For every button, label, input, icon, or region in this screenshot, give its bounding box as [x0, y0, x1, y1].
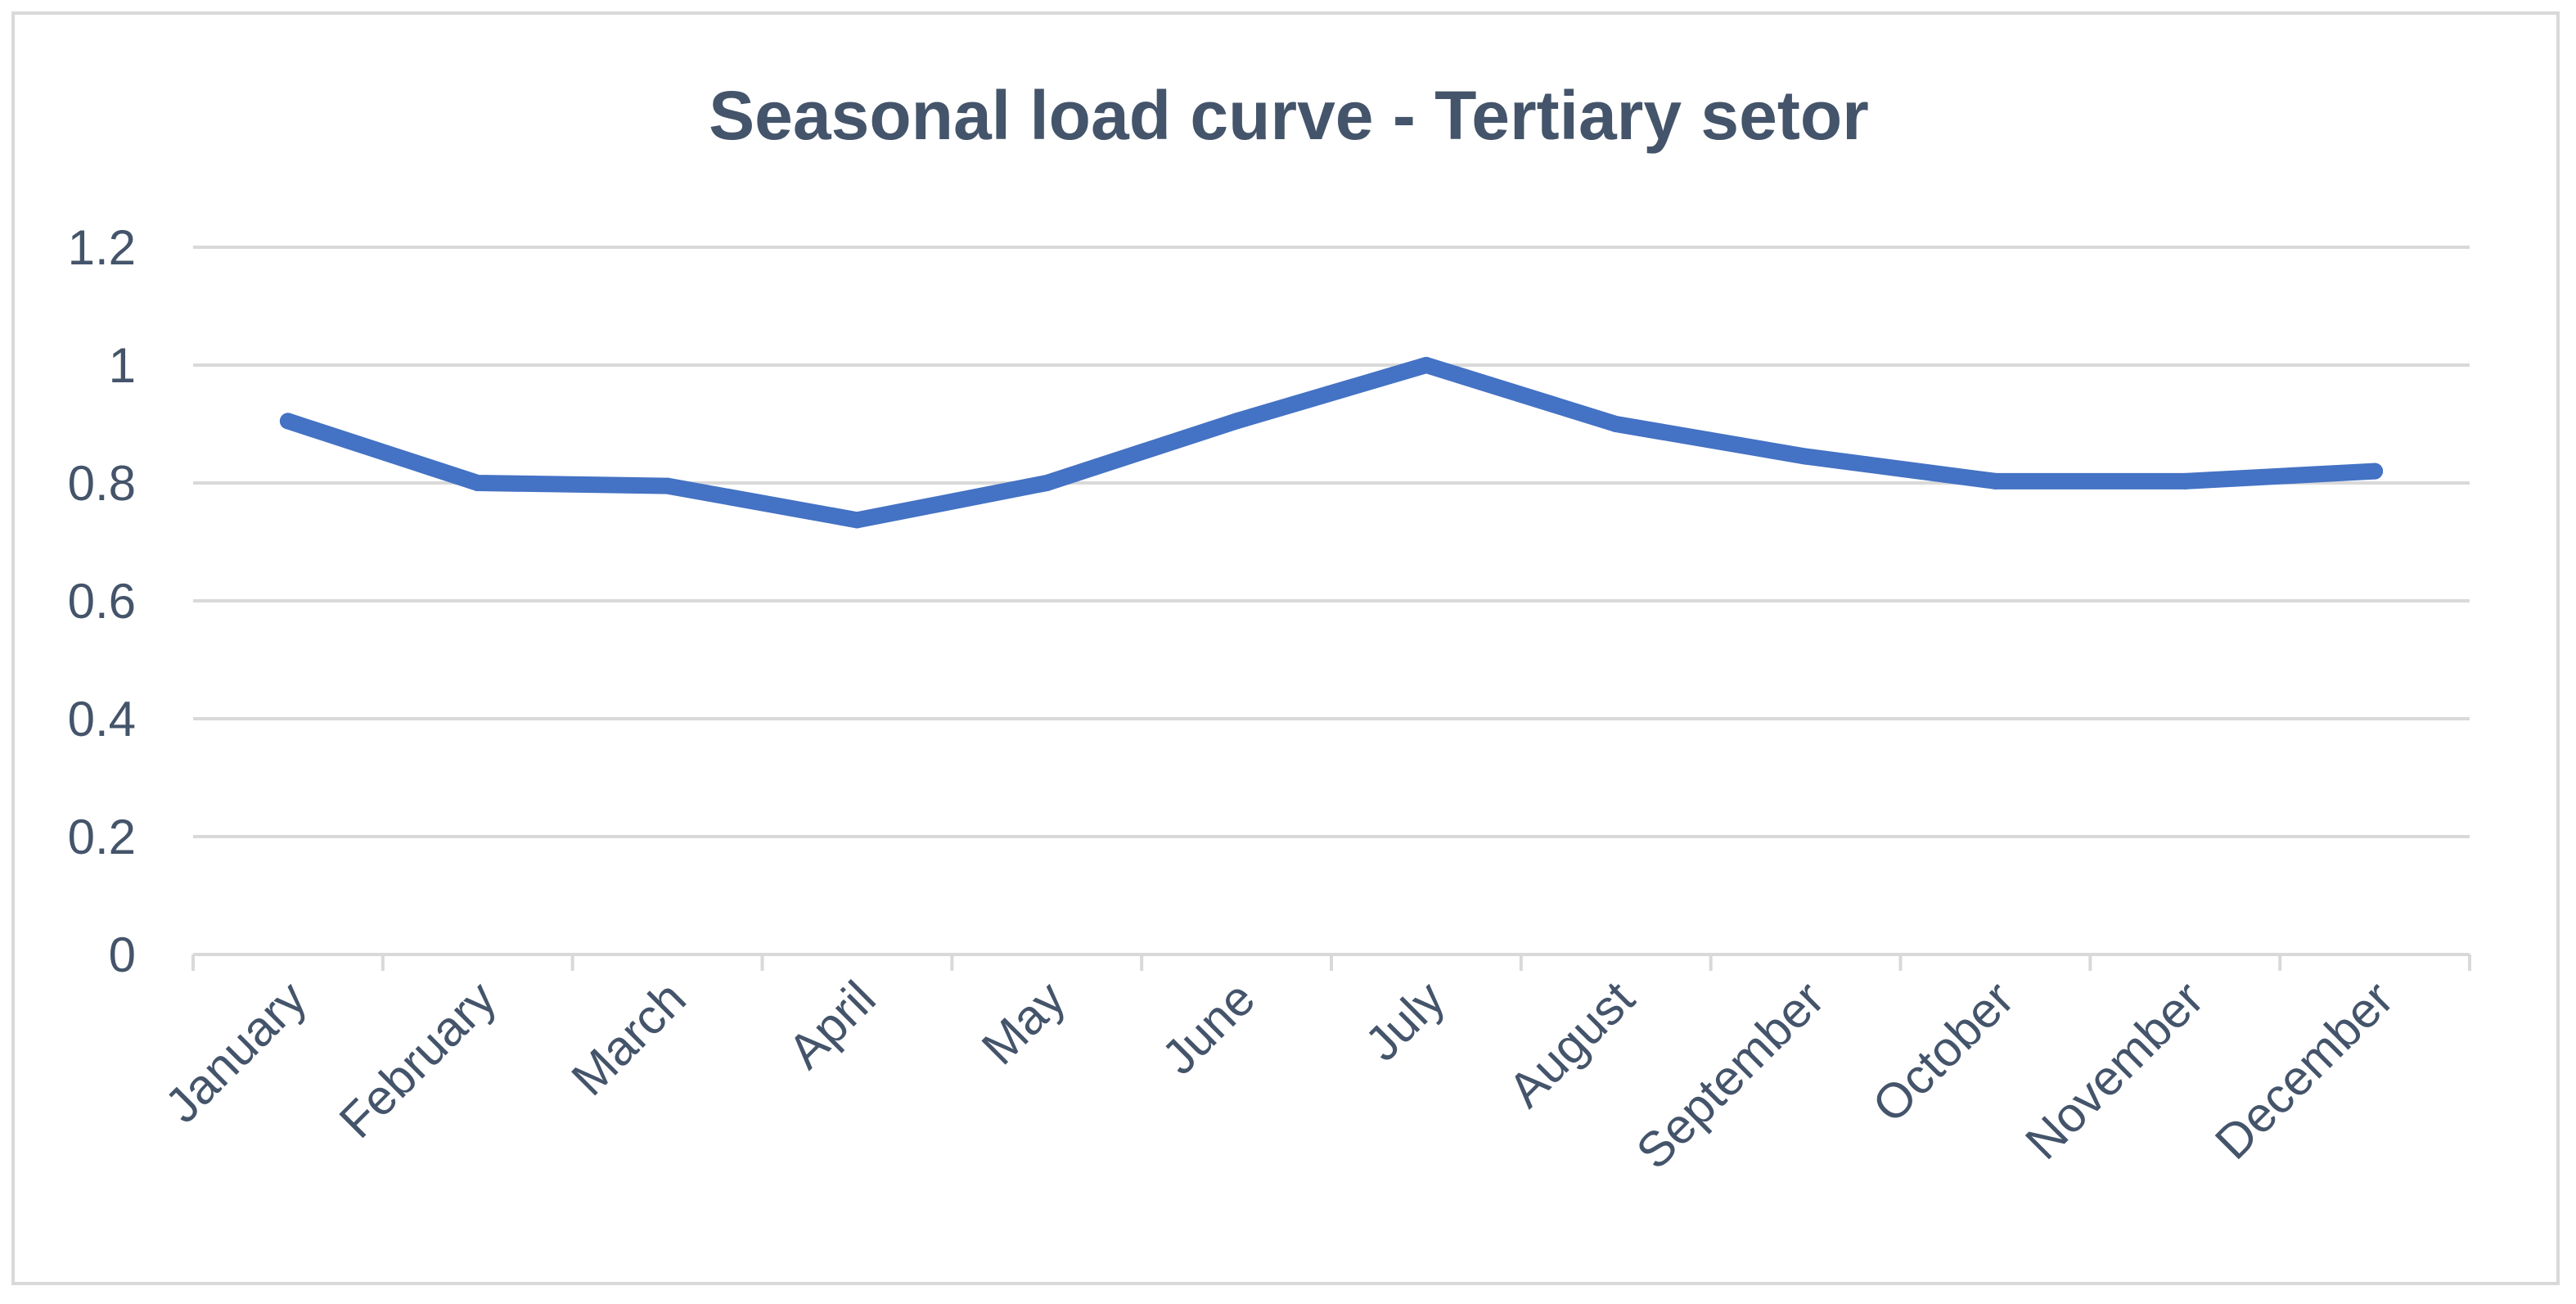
y-tick-label: 0.8 [68, 456, 136, 511]
series-layer [279, 357, 2384, 529]
x-tick-label: November [2015, 971, 2213, 1170]
data-point [469, 475, 486, 491]
series-line [279, 357, 2384, 529]
gridlines [193, 246, 2470, 838]
x-tick-label: May [971, 971, 1076, 1076]
data-point [1038, 475, 1056, 491]
chart-title: Seasonal load curve - Tertiary setor [709, 77, 1869, 154]
x-tick-label: December [2204, 971, 2403, 1170]
x-tick-label: September [1626, 971, 1835, 1180]
y-axis-labels: 0 0.2 0.4 0.6 0.8 1 1.2 [68, 220, 136, 982]
data-point [1228, 413, 1245, 430]
data-point [1417, 357, 1434, 373]
data-point [1797, 448, 1814, 465]
x-tick-label: June [1151, 971, 1265, 1085]
y-tick-label: 0 [109, 927, 136, 982]
x-tick-label: July [1354, 971, 1455, 1072]
data-point [1987, 472, 2004, 490]
data-point [2367, 462, 2384, 480]
y-tick-label: 0.4 [68, 692, 136, 747]
x-tick-label: August [1497, 971, 1645, 1118]
data-point [279, 413, 296, 430]
x-tick-label: February [329, 971, 507, 1148]
y-tick-label: 0.2 [68, 810, 136, 864]
line-chart: Seasonal load curve - Tertiary setor 0 0.… [68, 77, 2471, 1180]
chart-frame: Seasonal load curve - Tertiary setor 0 0.… [11, 11, 2560, 1285]
y-tick-label: 1.2 [68, 220, 136, 275]
x-tick-label: October [1862, 971, 2024, 1133]
data-point [849, 512, 866, 529]
data-point [2177, 472, 2194, 490]
data-point [1607, 416, 1624, 432]
y-tick-label: 0.6 [68, 574, 136, 629]
data-point [659, 477, 676, 494]
x-tick-label: January [155, 971, 317, 1133]
x-tick-label: March [561, 971, 696, 1106]
x-axis [191, 953, 2471, 971]
x-tick-label: April [777, 971, 885, 1079]
x-axis-labels: January February March April May June July Augu… [155, 971, 2403, 1180]
y-tick-label: 1 [109, 338, 136, 393]
